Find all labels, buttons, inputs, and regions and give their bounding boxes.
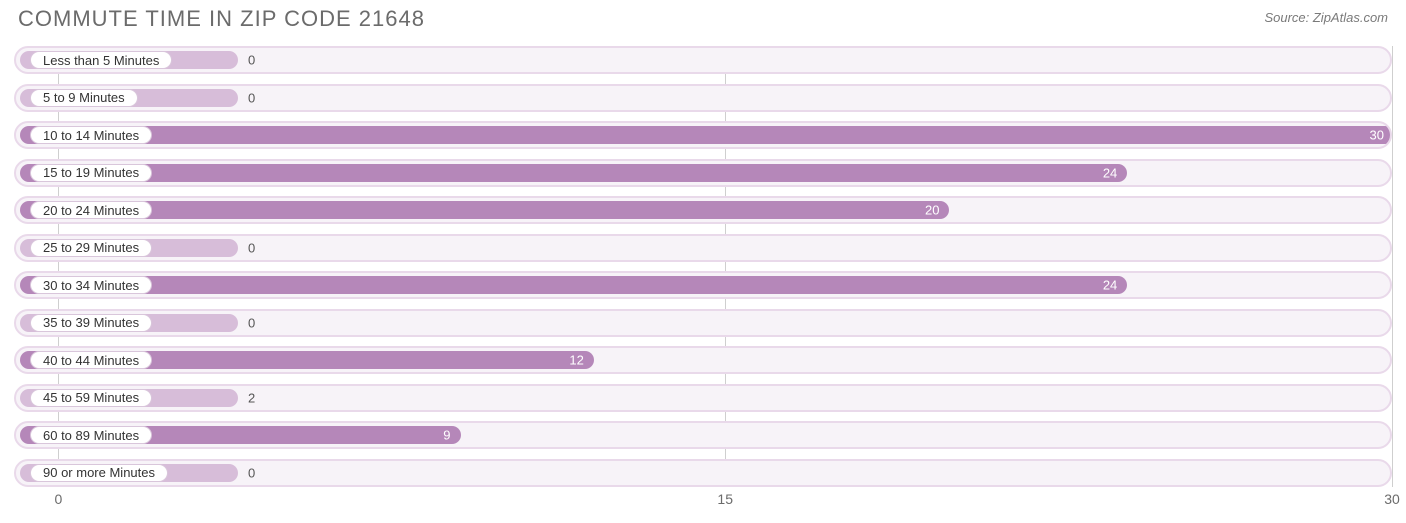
bar-row: Less than 5 Minutes 0 xyxy=(14,46,1392,74)
x-tick: 15 xyxy=(717,491,733,507)
bar-rows: Less than 5 Minutes 0 5 to 9 Minutes 0 10 to… xyxy=(14,46,1392,487)
value-label: 0 xyxy=(248,53,255,68)
bar-row: 90 or more Minutes 0 xyxy=(14,459,1392,487)
x-tick: 30 xyxy=(1384,491,1400,507)
bar-row: 5 to 9 Minutes 0 xyxy=(14,84,1392,112)
bar-row: 10 to 14 Minutes 30 xyxy=(14,121,1392,149)
chart-area: Less than 5 Minutes 0 5 to 9 Minutes 0 10 to… xyxy=(14,46,1392,487)
category-label: 45 to 59 Minutes xyxy=(30,389,152,407)
category-label: 35 to 39 Minutes xyxy=(30,314,152,332)
value-label: 0 xyxy=(248,315,255,330)
value-label: 30 xyxy=(1370,128,1384,143)
value-label: 2 xyxy=(248,390,255,405)
value-label: 12 xyxy=(569,353,583,368)
value-label: 24 xyxy=(1103,165,1117,180)
x-axis: 01530 xyxy=(14,491,1392,515)
category-label: 10 to 14 Minutes xyxy=(30,126,152,144)
value-label: 0 xyxy=(248,90,255,105)
bar-row: 15 to 19 Minutes 24 xyxy=(14,159,1392,187)
value-label: 9 xyxy=(443,428,450,443)
chart-source: Source: ZipAtlas.com xyxy=(1264,6,1388,25)
value-label: 0 xyxy=(248,465,255,480)
bar-row: 40 to 44 Minutes 12 xyxy=(14,346,1392,374)
bar-fill xyxy=(20,276,1127,294)
bar-fill xyxy=(20,201,949,219)
bar-fill xyxy=(20,164,1127,182)
x-tick: 0 xyxy=(55,491,63,507)
value-label: 24 xyxy=(1103,278,1117,293)
category-label: 60 to 89 Minutes xyxy=(30,426,152,444)
bar-row: 20 to 24 Minutes 20 xyxy=(14,196,1392,224)
category-label: 25 to 29 Minutes xyxy=(30,239,152,257)
category-label: Less than 5 Minutes xyxy=(30,51,172,69)
category-label: 90 or more Minutes xyxy=(30,464,168,482)
bar-fill xyxy=(20,126,1392,144)
bar-row: 45 to 59 Minutes 2 xyxy=(14,384,1392,412)
category-label: 15 to 19 Minutes xyxy=(30,164,152,182)
category-label: 20 to 24 Minutes xyxy=(30,201,152,219)
bar-row: 25 to 29 Minutes 0 xyxy=(14,234,1392,262)
category-label: 40 to 44 Minutes xyxy=(30,351,152,369)
value-label: 20 xyxy=(925,203,939,218)
header: COMMUTE TIME IN ZIP CODE 21648 Source: Z… xyxy=(0,0,1406,32)
bar-row: 30 to 34 Minutes 24 xyxy=(14,271,1392,299)
category-label: 30 to 34 Minutes xyxy=(30,276,152,294)
bar-row: 60 to 89 Minutes 9 xyxy=(14,421,1392,449)
bar-row: 35 to 39 Minutes 0 xyxy=(14,309,1392,337)
value-label: 0 xyxy=(248,240,255,255)
grid-line xyxy=(1392,46,1393,487)
category-label: 5 to 9 Minutes xyxy=(30,89,138,107)
chart-title: COMMUTE TIME IN ZIP CODE 21648 xyxy=(18,6,425,32)
